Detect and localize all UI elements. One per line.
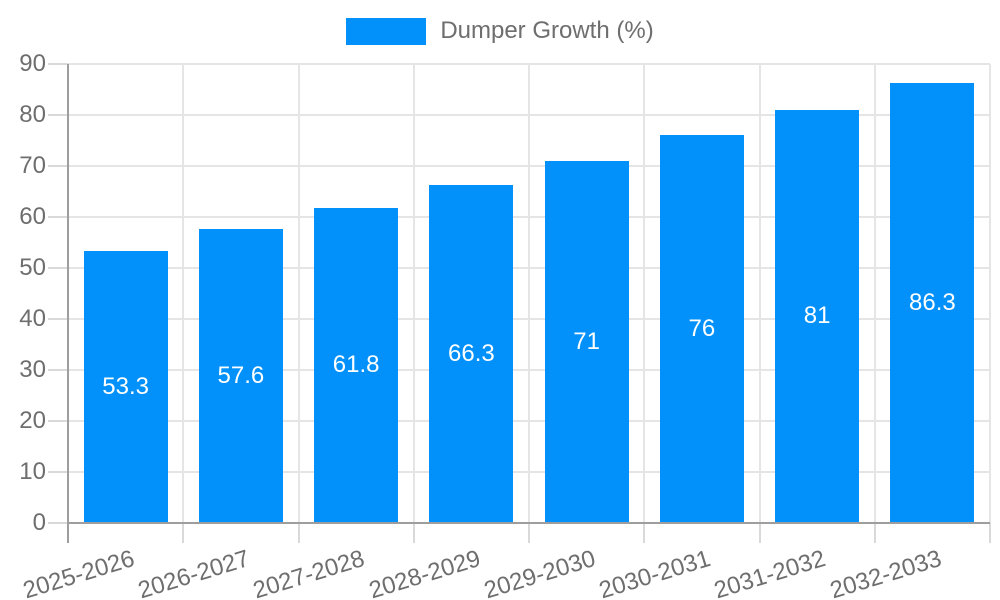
legend-item-dumper-growth[interactable]: Dumper Growth (%) xyxy=(346,17,654,45)
y-axis-tick xyxy=(48,216,68,218)
x-gridline xyxy=(297,64,300,523)
bar[interactable] xyxy=(198,229,283,523)
x-axis-tick xyxy=(873,523,876,543)
x-axis-tick-label: 2025-2026 xyxy=(19,545,138,600)
bar-value-label: 81 xyxy=(803,302,831,330)
bar-value-label: 66.3 xyxy=(448,339,495,367)
bar[interactable] xyxy=(544,160,629,523)
y-axis-tick xyxy=(48,369,68,371)
y-axis-tick-label: 80 xyxy=(19,101,46,128)
bar[interactable] xyxy=(314,207,399,523)
x-gridline xyxy=(758,64,761,523)
x-axis-tick xyxy=(758,523,761,543)
bar-value-label: 86.3 xyxy=(909,288,956,316)
x-axis-tick xyxy=(528,523,530,543)
x-gridline xyxy=(528,64,530,523)
x-axis-tick-label: 2028-2029 xyxy=(365,545,484,600)
y-axis-tick-label: 90 xyxy=(19,50,46,77)
x-axis-tick-label: 2029-2030 xyxy=(480,545,599,600)
y-axis-tick-label: 60 xyxy=(19,203,46,230)
bar[interactable] xyxy=(83,251,168,523)
x-axis-tick-label: 2031-2032 xyxy=(711,545,830,600)
x-axis-tick xyxy=(297,523,300,543)
y-axis-tick xyxy=(48,114,68,116)
x-gridline xyxy=(412,64,415,523)
y-axis-tick xyxy=(48,267,68,269)
x-gridline xyxy=(643,64,646,523)
y-axis-tick xyxy=(48,522,68,524)
y-axis-tick-label: 0 xyxy=(32,509,46,536)
bar[interactable] xyxy=(890,82,975,523)
y-axis-tick-label: 20 xyxy=(19,407,46,434)
x-gridline xyxy=(873,64,876,523)
bar-value-label: 57.6 xyxy=(217,362,265,390)
y-axis-tick xyxy=(48,318,68,320)
x-axis-tick xyxy=(989,523,991,543)
y-axis-tick xyxy=(48,165,68,167)
legend-label: Dumper Growth (%) xyxy=(440,17,654,44)
bar-value-label: 71 xyxy=(573,327,600,355)
x-axis-tick-label: 2026-2027 xyxy=(135,545,253,600)
y-axis-tick xyxy=(48,63,68,65)
x-axis-tick-label: 2027-2028 xyxy=(250,545,369,600)
x-axis-tick xyxy=(412,523,415,543)
x-axis-tick-label: 2032-2033 xyxy=(826,545,945,600)
bar-value-label: 61.8 xyxy=(332,351,380,379)
x-axis-tick-label: 2030-2031 xyxy=(596,545,714,600)
legend: Dumper Growth (%) xyxy=(0,17,1000,45)
bar[interactable] xyxy=(775,109,860,523)
y-axis-tick-label: 30 xyxy=(19,356,46,383)
y-axis-tick-label: 40 xyxy=(19,305,46,332)
x-axis-tick xyxy=(182,523,185,543)
y-axis-tick xyxy=(48,471,68,473)
y-axis-line xyxy=(67,64,69,543)
x-axis-tick xyxy=(643,523,646,543)
bar-value-label: 53.3 xyxy=(102,373,149,401)
bar[interactable] xyxy=(659,135,744,523)
bar-value-label: 76 xyxy=(688,315,716,343)
bar[interactable] xyxy=(429,184,514,523)
x-axis-line xyxy=(68,522,990,524)
y-axis-tick-label: 50 xyxy=(19,254,46,281)
y-axis-tick-label: 10 xyxy=(19,458,46,485)
x-gridline xyxy=(182,64,185,523)
y-axis-tick-label: 70 xyxy=(19,152,46,179)
legend-swatch-icon xyxy=(346,17,427,45)
y-axis-tick xyxy=(48,420,68,422)
x-gridline xyxy=(989,64,991,523)
